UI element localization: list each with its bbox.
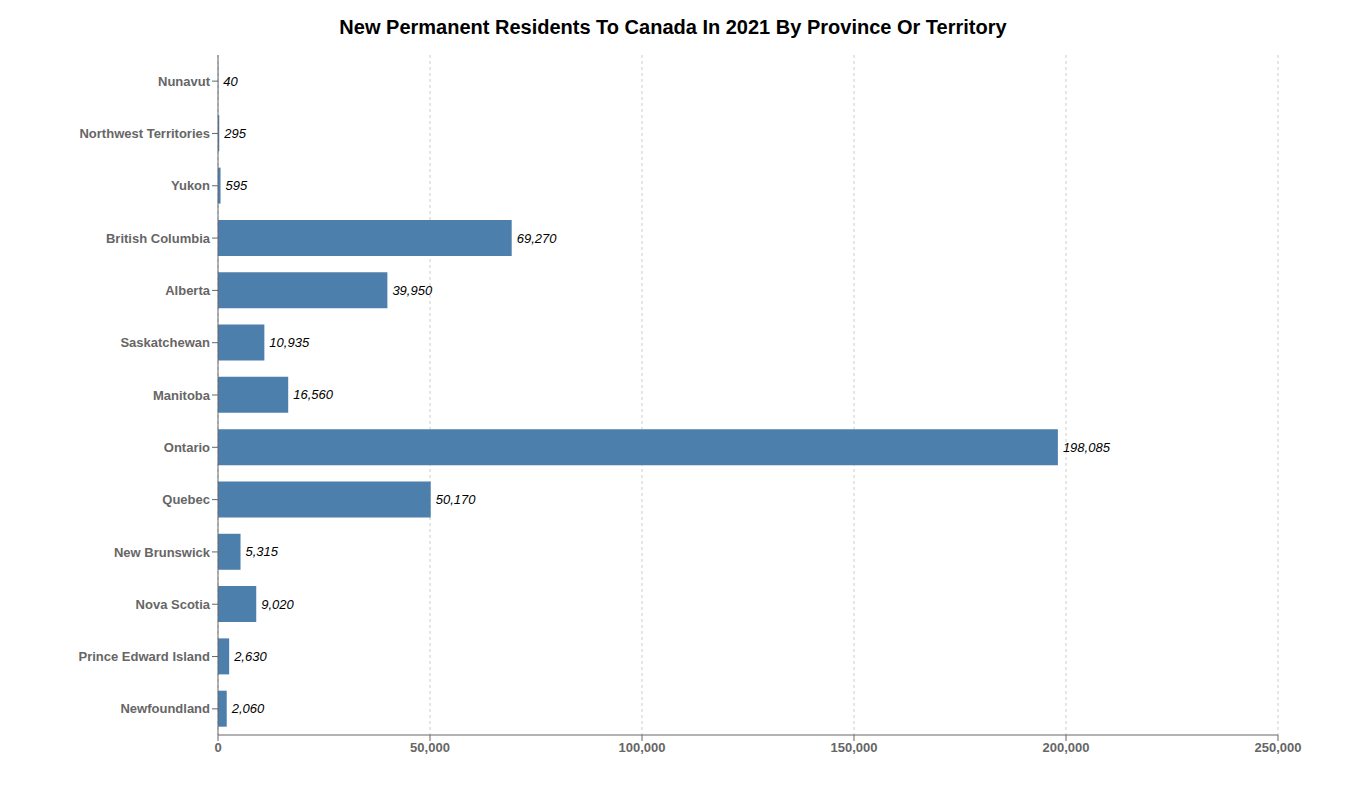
- svg-text:0: 0: [214, 740, 221, 755]
- svg-text:Yukon: Yukon: [171, 178, 210, 193]
- svg-text:69,270: 69,270: [517, 231, 558, 246]
- svg-text:150,000: 150,000: [831, 740, 878, 755]
- svg-text:9,020: 9,020: [261, 597, 294, 612]
- svg-text:50,000: 50,000: [410, 740, 450, 755]
- svg-text:595: 595: [226, 178, 248, 193]
- svg-text:295: 295: [223, 126, 246, 141]
- svg-text:Manitoba: Manitoba: [153, 388, 211, 403]
- svg-text:Newfoundland: Newfoundland: [120, 701, 210, 716]
- html-text:New Permanent Residents To Can: New Permanent Residents To Canada In 202…: [339, 16, 1007, 38]
- svg-text:100,000: 100,000: [619, 740, 666, 755]
- svg-text:Alberta: Alberta: [165, 283, 211, 298]
- svg-text:50,170: 50,170: [436, 492, 477, 507]
- svg-text:Quebec: Quebec: [162, 492, 210, 507]
- svg-text:British Columbia: British Columbia: [106, 231, 211, 246]
- svg-text:Northwest Territories: Northwest Territories: [79, 126, 210, 141]
- svg-text:Ontario: Ontario: [164, 440, 210, 455]
- svg-text:40: 40: [223, 74, 238, 89]
- svg-text:5,315: 5,315: [246, 544, 279, 559]
- svg-text:New Brunswick: New Brunswick: [114, 545, 211, 560]
- svg-text:250,000: 250,000: [1255, 740, 1302, 755]
- svg-text:Nunavut: Nunavut: [158, 74, 211, 89]
- svg-text:Saskatchewan: Saskatchewan: [120, 335, 210, 350]
- svg-text:198,085: 198,085: [1063, 440, 1111, 455]
- svg-text:2,630: 2,630: [233, 649, 267, 664]
- svg-text:16,560: 16,560: [293, 387, 334, 402]
- svg-text:Nova Scotia: Nova Scotia: [136, 597, 211, 612]
- svg-text:2,060: 2,060: [231, 701, 265, 716]
- svg-text:200,000: 200,000: [1043, 740, 1090, 755]
- svg-text:10,935: 10,935: [269, 335, 310, 350]
- svg-text:Prince Edward Island: Prince Edward Island: [79, 649, 211, 664]
- svg-text:39,950: 39,950: [392, 283, 433, 298]
